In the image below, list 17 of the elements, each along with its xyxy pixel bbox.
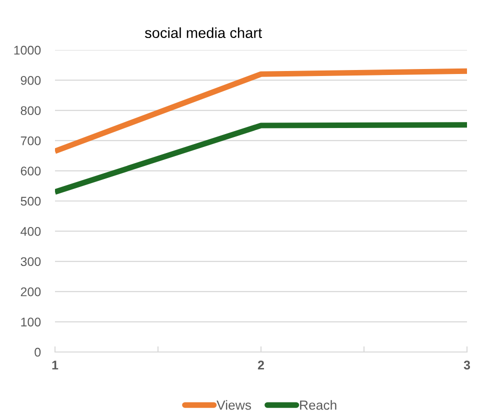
x-tick-label: 1 <box>52 360 58 370</box>
y-tick-label: 200 <box>20 287 41 296</box>
y-tick-label: 100 <box>21 318 41 326</box>
y-tick-label: 400 <box>20 227 41 236</box>
y-tick-label: 600 <box>20 166 41 176</box>
y-tick-label: 900 <box>20 76 41 85</box>
y-tick-label: 0 <box>34 348 41 357</box>
y-tick-label: 300 <box>20 257 41 266</box>
x-tick-label: 3 <box>464 360 470 370</box>
y-tick-label: 1000 <box>14 46 41 55</box>
x-tick-label: 2 <box>258 360 264 370</box>
chart-title: social media chart <box>144 27 262 38</box>
legend-label: Views <box>216 400 252 410</box>
y-tick-label: 500 <box>20 196 41 206</box>
legend-label: Reach <box>300 400 336 410</box>
y-tick-label: 800 <box>20 106 41 116</box>
y-tick-label: 700 <box>20 136 41 146</box>
